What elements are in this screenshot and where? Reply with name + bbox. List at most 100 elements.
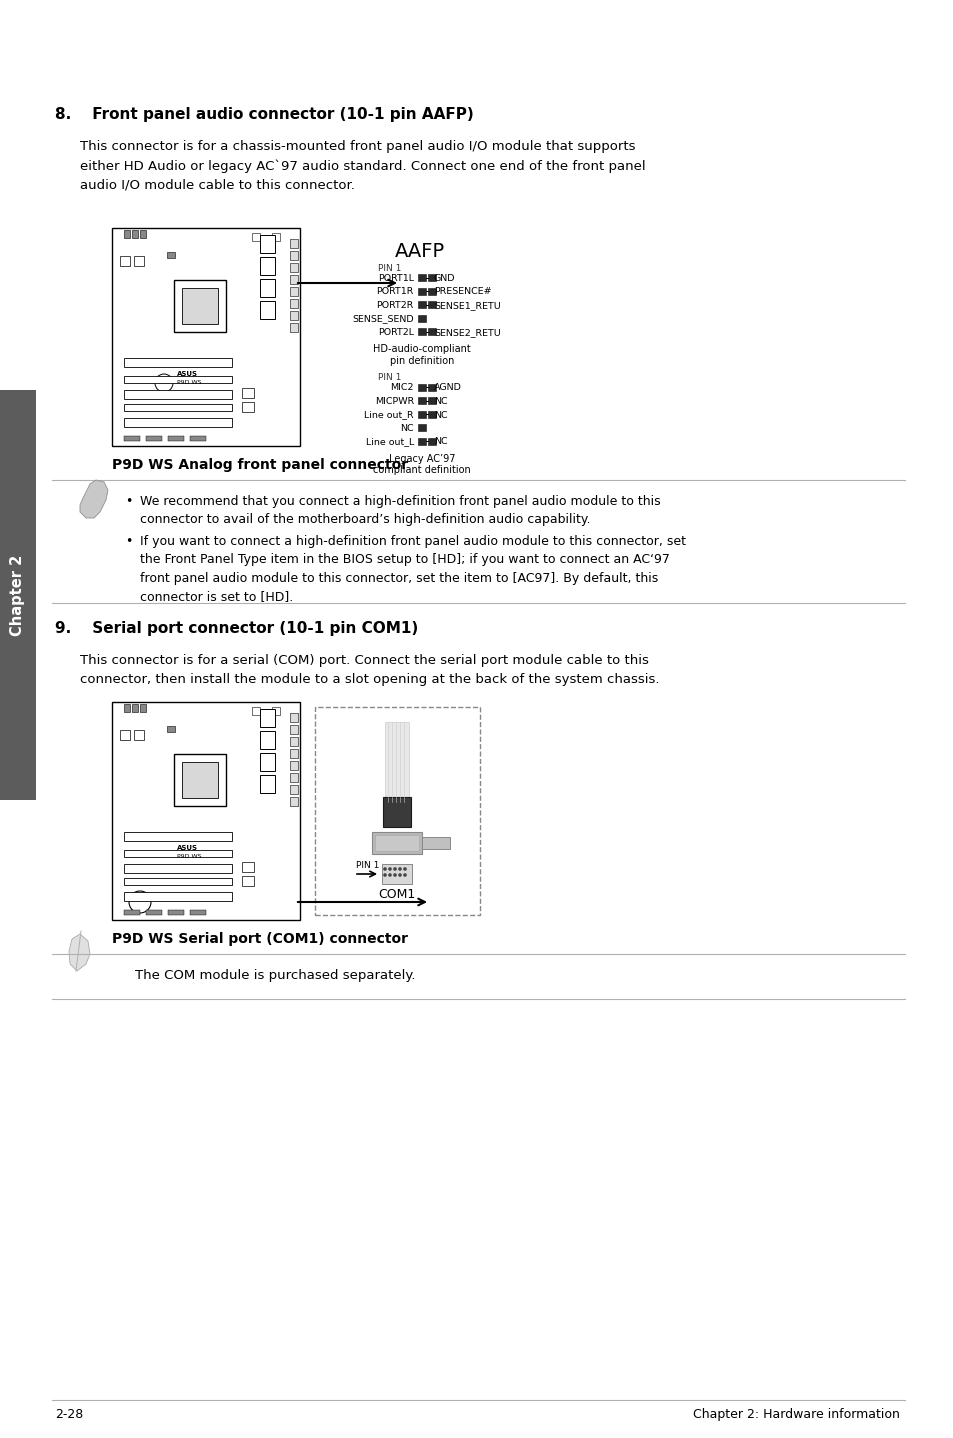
Text: PORT1L: PORT1L <box>377 275 414 283</box>
Bar <box>124 418 232 427</box>
Bar <box>120 256 130 266</box>
Bar <box>417 288 426 295</box>
Circle shape <box>397 867 401 871</box>
Bar <box>417 384 426 391</box>
Text: 2-28: 2-28 <box>55 1408 83 1421</box>
Bar <box>272 707 280 715</box>
Bar <box>290 749 297 758</box>
Bar <box>381 864 412 884</box>
Circle shape <box>383 873 386 877</box>
Circle shape <box>154 374 172 393</box>
Text: AGND: AGND <box>434 384 461 393</box>
Bar <box>120 731 130 741</box>
Bar <box>124 436 140 441</box>
Bar <box>124 375 232 383</box>
Bar <box>417 315 426 322</box>
Text: PORT1R: PORT1R <box>376 288 414 296</box>
Bar <box>428 397 436 404</box>
Bar <box>260 279 274 298</box>
Bar <box>124 892 232 902</box>
Bar <box>124 230 130 239</box>
Bar <box>260 257 274 275</box>
Circle shape <box>129 892 151 913</box>
Text: PIN 1: PIN 1 <box>355 861 379 870</box>
Bar <box>272 233 280 242</box>
Bar <box>260 775 274 792</box>
Bar <box>428 437 436 444</box>
Bar <box>112 229 299 446</box>
Bar <box>428 410 436 417</box>
Bar <box>417 437 426 444</box>
Text: MICPWR: MICPWR <box>375 397 414 406</box>
Bar <box>260 754 274 771</box>
Bar <box>290 725 297 733</box>
Text: P9D WS: P9D WS <box>177 380 201 385</box>
Text: The COM module is purchased separately.: The COM module is purchased separately. <box>135 969 416 982</box>
Bar <box>260 301 274 319</box>
Bar <box>173 754 226 807</box>
Bar <box>132 230 138 239</box>
Text: •: • <box>125 535 132 548</box>
Text: NC: NC <box>434 410 447 420</box>
Text: AAFP: AAFP <box>395 242 445 262</box>
Bar <box>124 833 232 841</box>
Bar <box>124 879 232 884</box>
Bar <box>417 328 426 335</box>
Bar <box>146 910 162 915</box>
Text: compliant definition: compliant definition <box>373 464 471 475</box>
Bar <box>242 861 253 871</box>
Circle shape <box>383 867 386 871</box>
Bar <box>290 761 297 769</box>
Bar <box>242 876 253 886</box>
Text: P9D WS Serial port (COM1) connector: P9D WS Serial port (COM1) connector <box>112 932 408 946</box>
Circle shape <box>388 873 392 877</box>
Text: P9D WS: P9D WS <box>177 854 201 858</box>
Circle shape <box>393 873 396 877</box>
Text: MIC2: MIC2 <box>390 384 414 393</box>
Text: PORT2R: PORT2R <box>376 301 414 311</box>
Bar <box>428 301 436 308</box>
Text: ASUS: ASUS <box>177 371 198 377</box>
Text: If you want to connect a high-definition front panel audio module to this connec: If you want to connect a high-definition… <box>140 535 685 604</box>
Text: •: • <box>125 495 132 508</box>
Circle shape <box>393 867 396 871</box>
Bar <box>290 324 297 332</box>
Bar <box>290 263 297 272</box>
Bar <box>417 410 426 417</box>
Bar <box>168 436 184 441</box>
Bar <box>290 252 297 260</box>
Bar <box>133 256 144 266</box>
Text: PORT2L: PORT2L <box>377 328 414 336</box>
Bar <box>190 910 206 915</box>
Bar <box>421 837 450 848</box>
Bar <box>290 797 297 807</box>
Bar <box>190 436 206 441</box>
Text: SENSE_SEND: SENSE_SEND <box>352 315 414 324</box>
Bar <box>290 275 297 283</box>
Bar <box>290 738 297 746</box>
Bar <box>252 233 260 242</box>
Bar <box>242 403 253 413</box>
Bar <box>173 280 226 332</box>
Text: Legacy AC’97: Legacy AC’97 <box>388 454 455 464</box>
Bar <box>428 384 436 391</box>
Text: SENSE1_RETU: SENSE1_RETU <box>434 301 500 311</box>
Text: 8.    Front panel audio connector (10-1 pin AAFP): 8. Front panel audio connector (10-1 pin… <box>55 106 474 122</box>
Bar <box>372 833 421 854</box>
Text: PIN 1: PIN 1 <box>377 372 401 381</box>
Bar <box>417 424 426 431</box>
Bar <box>242 388 253 398</box>
Text: Line out_L: Line out_L <box>365 437 414 447</box>
Bar <box>428 328 436 335</box>
Bar <box>314 707 479 915</box>
Bar <box>167 252 174 257</box>
Text: PIN 1: PIN 1 <box>377 265 401 273</box>
Text: Chapter 2: Hardware information: Chapter 2: Hardware information <box>693 1408 899 1421</box>
Bar <box>182 288 218 324</box>
Text: ASUS: ASUS <box>177 846 198 851</box>
Text: We recommend that you connect a high-definition front panel audio module to this: We recommend that you connect a high-def… <box>140 495 659 526</box>
Bar <box>140 230 146 239</box>
Text: SENSE2_RETU: SENSE2_RETU <box>434 328 500 336</box>
Bar <box>382 797 411 827</box>
Bar <box>124 358 232 367</box>
